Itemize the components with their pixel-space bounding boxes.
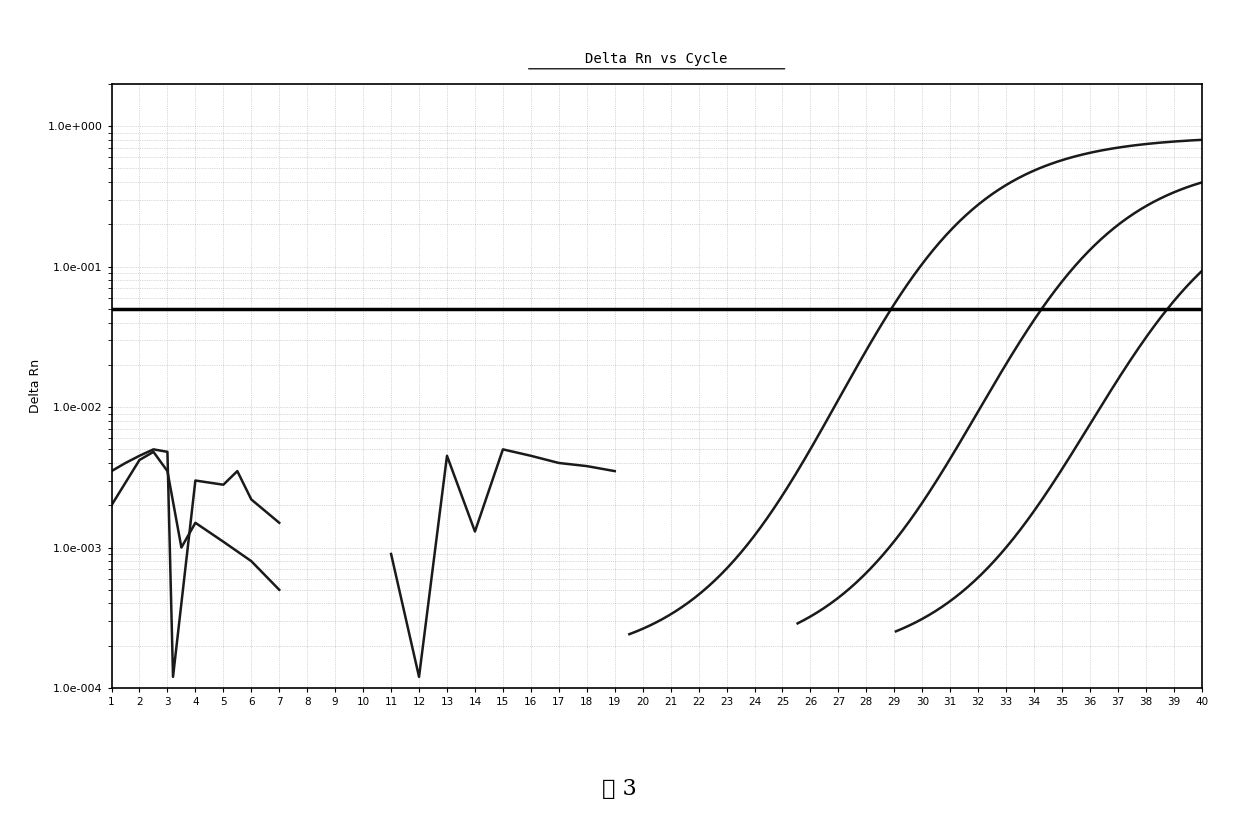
Text: 图 3: 图 3 — [602, 778, 637, 800]
Y-axis label: Delta Rn: Delta Rn — [28, 359, 42, 413]
Text: Delta Rn vs Cycle: Delta Rn vs Cycle — [586, 52, 727, 65]
